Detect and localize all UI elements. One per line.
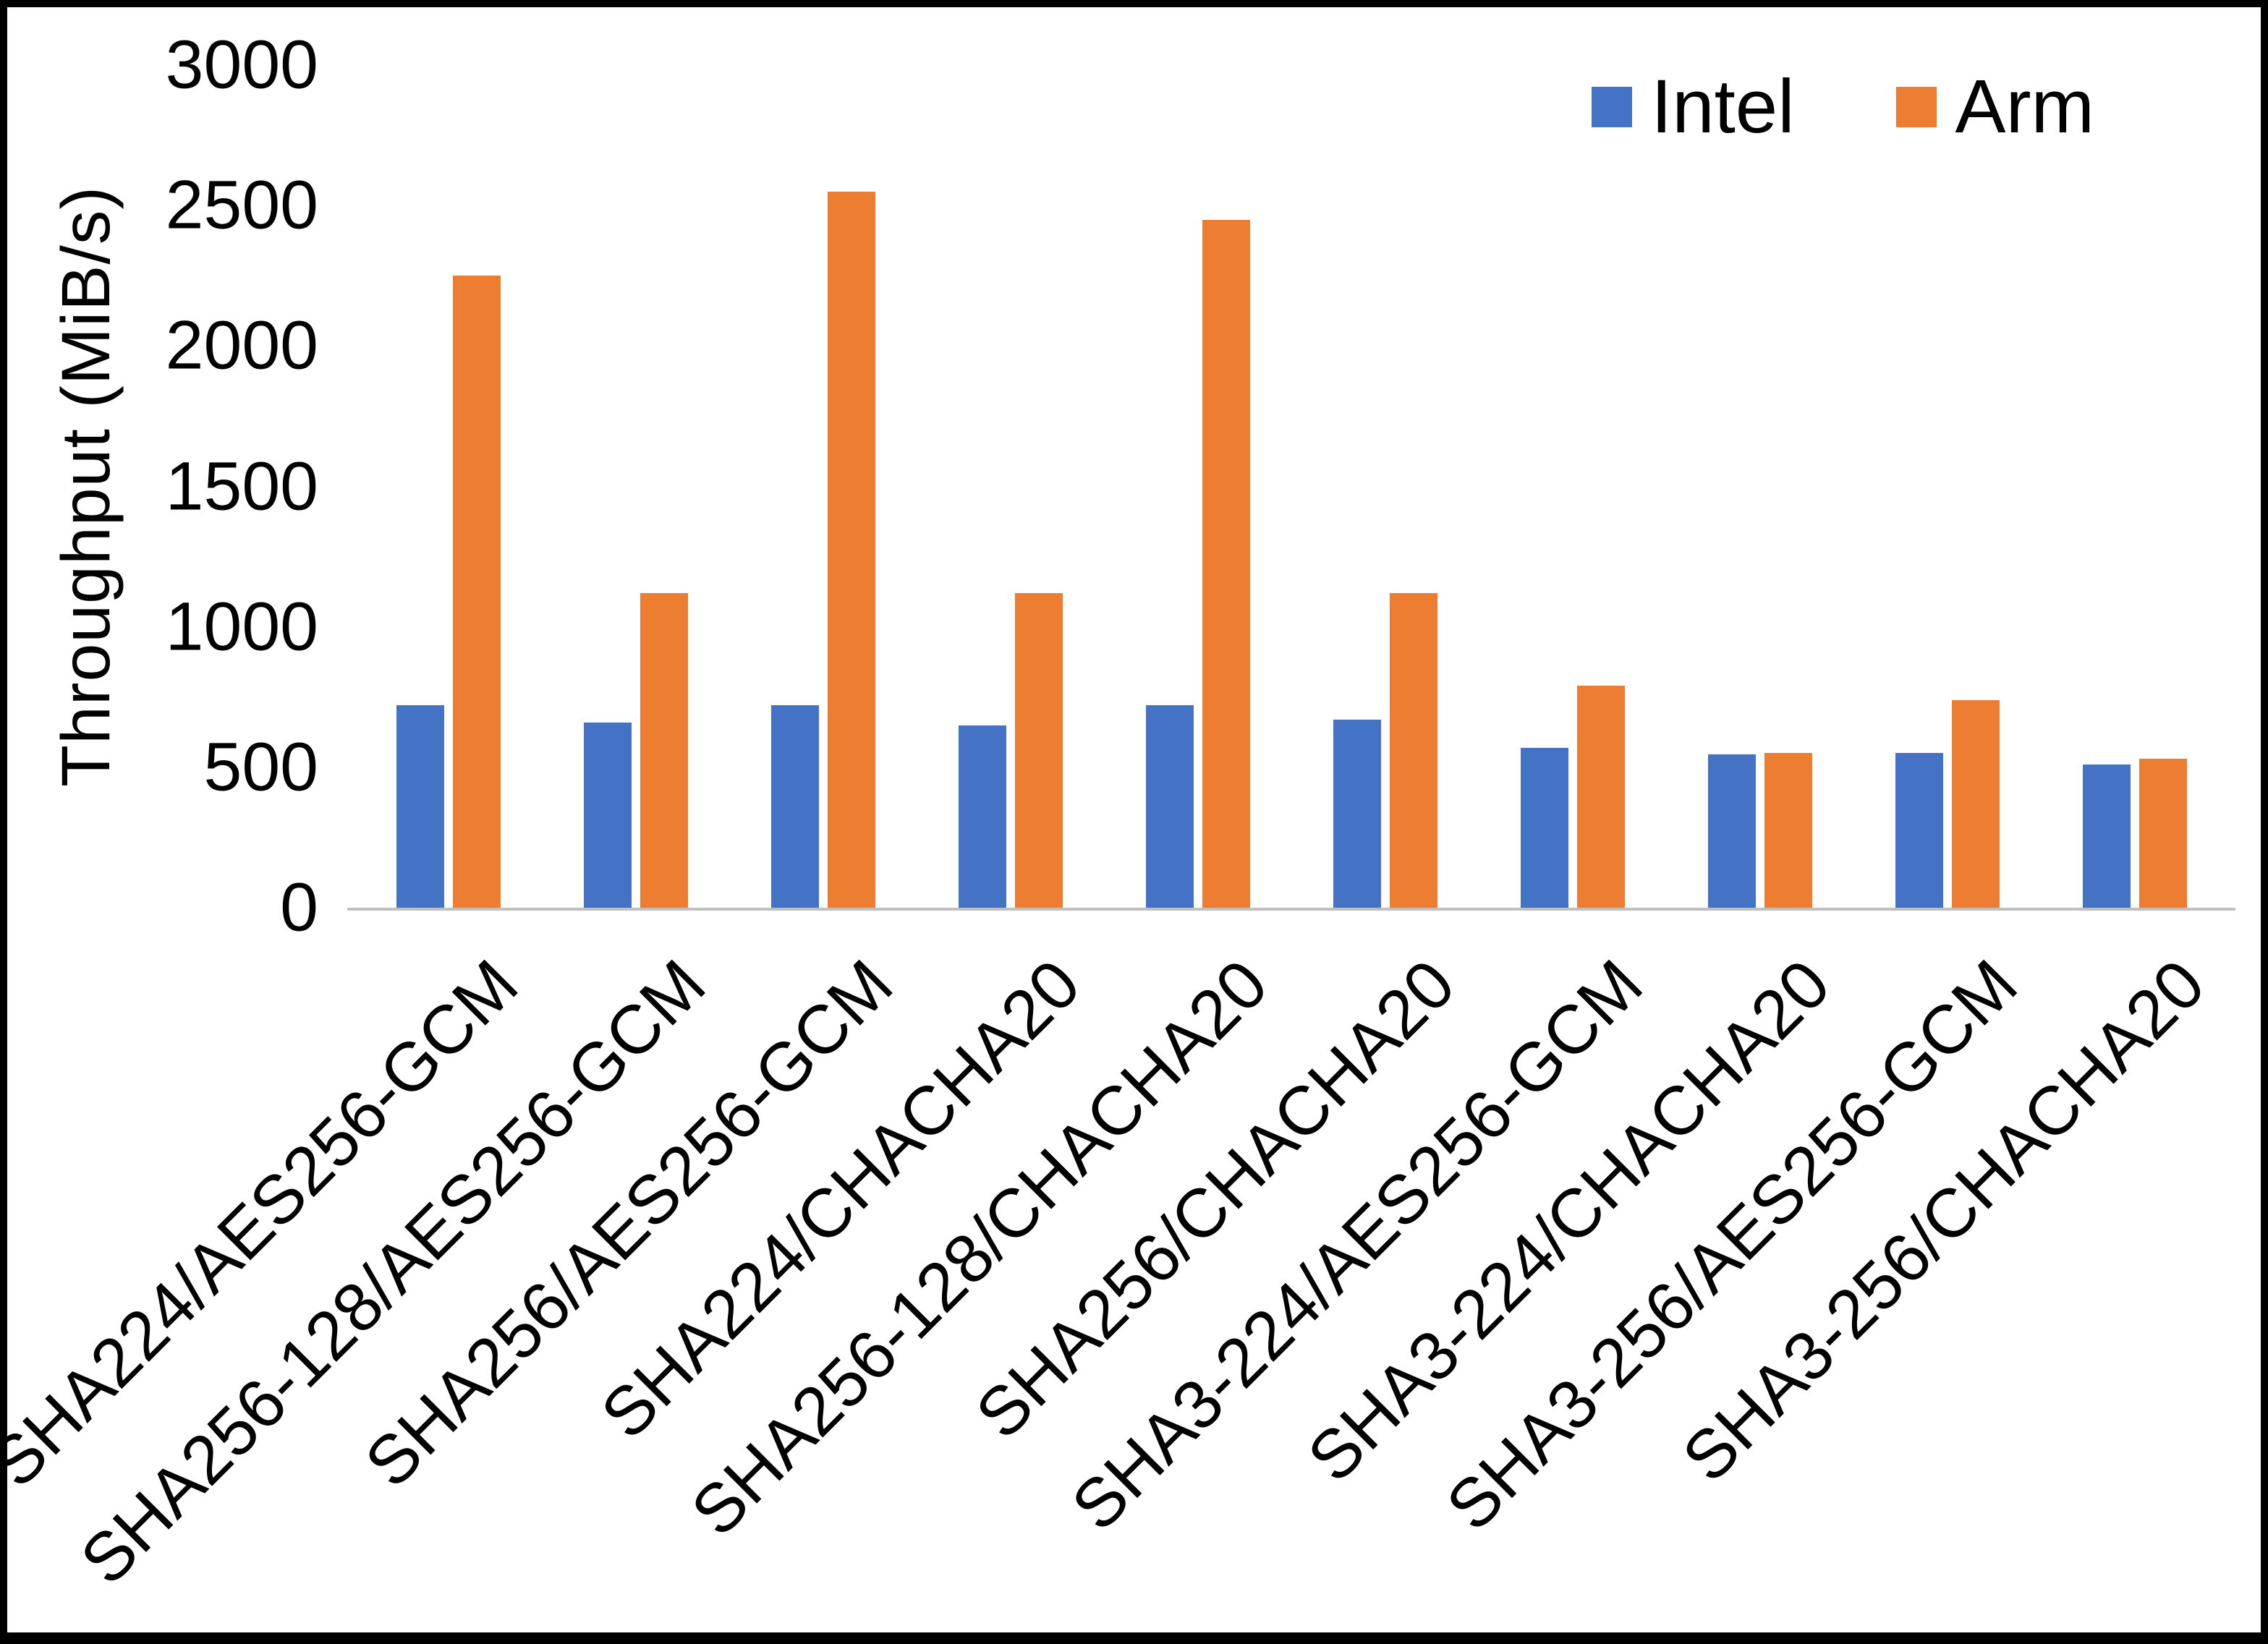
bar-arm-1 — [452, 276, 501, 908]
bar-intel-3 — [770, 705, 819, 908]
y-tick-label: 2500 — [165, 166, 318, 244]
bar-arm-4 — [1014, 593, 1063, 908]
bar-arm-5 — [1202, 219, 1250, 908]
legend-label-intel: Intel — [1651, 64, 1795, 149]
bar-arm-2 — [640, 593, 688, 908]
legend-swatch-intel-icon — [1592, 86, 1633, 127]
bar-intel-2 — [583, 722, 632, 908]
bar-intel-10 — [2082, 764, 2131, 908]
legend-item-arm: Arm — [1895, 64, 2094, 149]
legend-label-arm: Arm — [1955, 64, 2094, 149]
bar-intel-9 — [1895, 753, 1943, 908]
bar-intel-4 — [958, 725, 1006, 908]
y-tick-label: 500 — [203, 728, 318, 806]
x-axis-line — [347, 908, 2235, 911]
y-tick-label: 1500 — [165, 448, 318, 524]
legend-item-intel: Intel — [1592, 64, 1795, 149]
bar-intel-1 — [396, 705, 444, 908]
bar-arm-3 — [827, 191, 875, 908]
y-tick-label: 2000 — [165, 307, 318, 384]
y-tick-label: 3000 — [165, 26, 318, 103]
bar-intel-5 — [1145, 705, 1194, 908]
bar-arm-7 — [1576, 686, 1625, 908]
bar-arm-6 — [1389, 593, 1437, 908]
bar-arm-8 — [1764, 753, 1812, 908]
bar-intel-6 — [1333, 719, 1381, 908]
bar-arm-10 — [2139, 759, 2187, 908]
bar-arm-9 — [1951, 699, 2000, 908]
legend-swatch-arm-icon — [1895, 86, 1937, 127]
bar-intel-7 — [1520, 747, 1568, 908]
y-tick-label: 0 — [280, 869, 318, 946]
y-tick-label: 1000 — [165, 588, 318, 665]
bar-intel-8 — [1707, 754, 1756, 908]
legend: Intel Arm — [1592, 69, 2094, 145]
